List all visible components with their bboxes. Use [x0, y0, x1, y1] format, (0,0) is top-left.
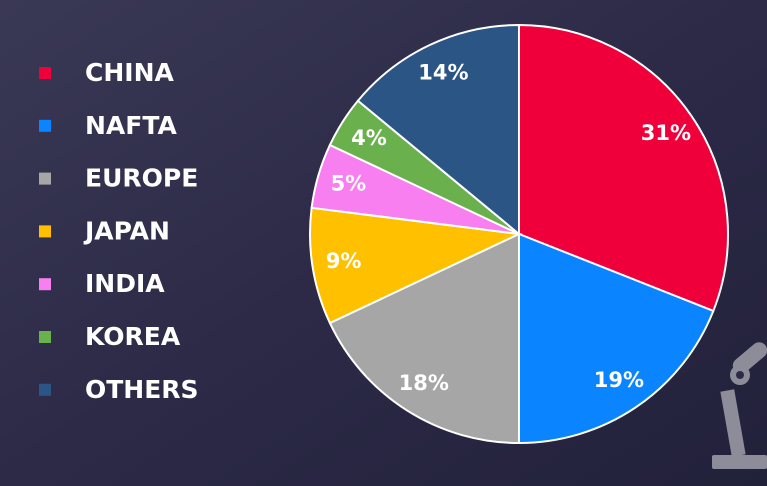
pie-slice — [356, 23, 520, 237]
legend-label: EUROPE — [85, 164, 198, 193]
pie-slice — [309, 206, 523, 325]
legend-label: KOREA — [85, 322, 181, 351]
slice-label: 31% — [641, 121, 691, 145]
legend-swatch — [39, 172, 51, 185]
slice-label: 14% — [418, 60, 468, 84]
legend-swatch — [39, 278, 51, 291]
pie-slice — [518, 232, 715, 445]
legend-swatch — [39, 67, 51, 79]
robot-icon — [712, 342, 767, 469]
legend-label: INDIA — [85, 269, 165, 298]
legend-swatch — [39, 119, 51, 132]
legend-swatch — [39, 225, 51, 238]
slice-label: 9% — [326, 249, 362, 273]
slice-label: 5% — [331, 171, 367, 195]
slice-label: 19% — [594, 368, 644, 392]
slice-label: 18% — [399, 371, 449, 395]
legend-label: NAFTA — [85, 111, 177, 140]
legend-label: CHINA — [85, 58, 174, 87]
pie-slice — [518, 23, 729, 313]
slice-label: 4% — [351, 126, 387, 150]
legend-swatch — [39, 383, 51, 396]
legend-swatch — [39, 331, 51, 343]
legend-label: OTHERS — [85, 375, 199, 404]
legend-label: JAPAN — [83, 216, 170, 245]
pie-slice — [328, 232, 520, 445]
